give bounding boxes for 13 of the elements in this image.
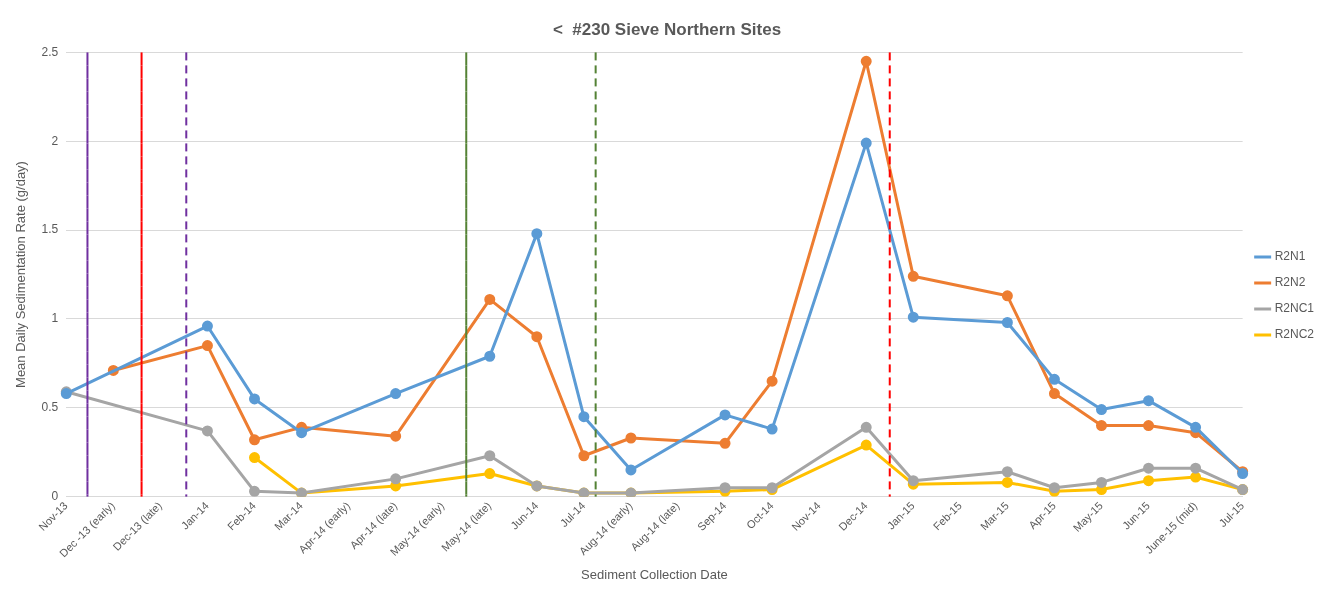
y-tick-label: 1.5 xyxy=(41,222,59,237)
y-tick-label: 0.5 xyxy=(41,400,59,415)
legend-label: R2NC1 xyxy=(1274,301,1315,316)
y-tick-label: 0 xyxy=(51,488,59,503)
legend-label: R2N2 xyxy=(1274,275,1306,290)
y-axis-title: Mean Daily Sedimentation Rate (g/day) xyxy=(13,161,29,388)
y-tick-label: 2.5 xyxy=(41,44,59,59)
chart-title: < #230 Sieve Northern Sites xyxy=(552,19,782,39)
y-tick-label: 1 xyxy=(51,311,59,326)
y-tick-label: 2 xyxy=(51,133,59,148)
legend-label: R2NC2 xyxy=(1274,327,1315,342)
x-axis-title: Sediment Collection Date xyxy=(581,566,728,582)
legend-label: R2N1 xyxy=(1274,249,1306,264)
